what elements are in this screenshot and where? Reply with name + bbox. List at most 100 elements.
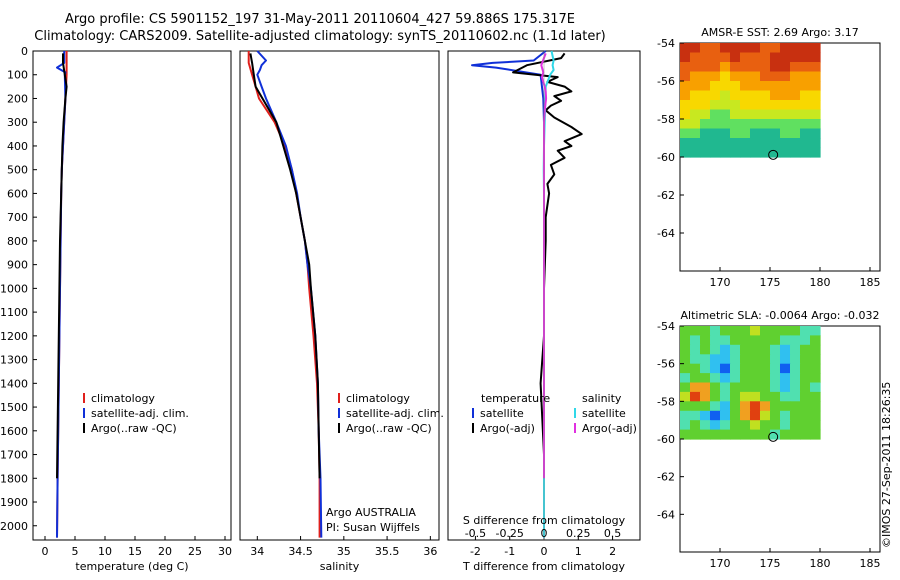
heatmap-cell — [700, 363, 711, 374]
heatmap-cell — [790, 119, 801, 130]
salinity-panel: 34 34.5 35 35.5 36 salinity climatology satelli… — [239, 50, 444, 573]
y-tick-label: 800 — [7, 235, 28, 248]
heatmap-cell — [800, 420, 811, 431]
heatmap-cell — [710, 326, 721, 336]
heatmap-cell — [710, 335, 721, 346]
heatmap-cell — [680, 354, 691, 365]
heatmap-cell — [680, 363, 691, 374]
heatmap-cell — [730, 429, 741, 440]
heatmap-cell — [720, 391, 731, 402]
heatmap-cell — [710, 119, 721, 130]
heatmap-cell — [780, 128, 791, 139]
heatmap-cell — [800, 363, 811, 374]
y-tick-label: -60 — [657, 433, 675, 446]
heatmap-cell — [710, 43, 721, 54]
heatmap-cell — [690, 335, 701, 346]
heatmap-cell — [760, 401, 771, 412]
heatmap-cell — [750, 100, 761, 111]
heatmap-cell — [800, 128, 811, 139]
y-tick-label: 0 — [21, 45, 28, 58]
heatmap-cell — [690, 420, 701, 431]
heatmap-cell — [750, 363, 761, 374]
heatmap-cell — [680, 335, 691, 346]
heatmap-cell — [760, 344, 771, 355]
y-tick-label: -58 — [657, 395, 675, 408]
legend-label: climatology — [91, 392, 155, 405]
heatmap-cell — [810, 109, 821, 120]
heatmap-cell — [750, 335, 761, 346]
heatmap-cell — [760, 109, 771, 120]
heatmap-cell — [810, 90, 821, 101]
heatmap-cell — [740, 326, 751, 336]
heatmap-cell — [680, 119, 691, 130]
heatmap-cell — [760, 420, 771, 431]
heatmap-cell — [710, 344, 721, 355]
heatmap-cell — [770, 119, 781, 130]
heatmap-cell — [740, 138, 751, 149]
heatmap-cell — [760, 429, 771, 440]
heatmap-cell — [800, 52, 811, 63]
heatmap-cell — [680, 147, 691, 158]
legend-label: Argo(..raw -QC) — [346, 422, 432, 435]
heatmap-cell — [740, 119, 751, 130]
heatmap-cell — [800, 326, 811, 336]
heatmap-cell — [780, 62, 791, 73]
heatmap-cell — [790, 326, 801, 336]
heatmap-cell — [780, 382, 791, 393]
heatmap-cell — [750, 119, 761, 130]
x-tick-label: 35.5 — [375, 545, 400, 558]
heatmap-cell — [750, 354, 761, 365]
heatmap-cell — [710, 363, 721, 374]
heatmap-cell — [780, 43, 791, 54]
heatmap-cell — [730, 62, 741, 73]
heatmap-cell — [740, 401, 751, 412]
heatmap-cell — [770, 335, 781, 346]
heatmap-cell — [710, 429, 721, 440]
heatmap-cell — [780, 363, 791, 374]
heatmap-cell — [790, 147, 801, 158]
y-tick-label: 1500 — [0, 401, 28, 414]
heatmap-cell — [730, 100, 741, 111]
heatmap-cell — [780, 52, 791, 63]
heatmap-cell — [690, 119, 701, 130]
heatmap-cell — [700, 354, 711, 365]
heatmap-cell — [680, 109, 691, 120]
heatmap-cell — [770, 109, 781, 120]
heatmap-cell — [810, 119, 821, 130]
heatmap-cell — [690, 100, 701, 111]
heatmap-cell — [690, 410, 701, 421]
heatmap-cell — [810, 128, 821, 139]
heatmap-cell — [740, 354, 751, 365]
heatmap-cell — [750, 391, 761, 402]
heatmap-cell — [710, 52, 721, 63]
x-tick-label: 34.5 — [288, 545, 313, 558]
heatmap-cell — [790, 100, 801, 111]
heatmap-cell — [780, 326, 791, 336]
heatmap-cell — [790, 128, 801, 139]
heatmap-cell — [710, 410, 721, 421]
x-tick-label: 25 — [188, 545, 202, 558]
series-line-argo-raw-qc- — [249, 53, 321, 479]
figure-title-line-1: Argo profile: CS 5901152_197 31-May-2011… — [65, 12, 575, 27]
heatmap-cell — [790, 109, 801, 120]
heatmap-cell — [730, 373, 741, 384]
heatmap-cell — [730, 335, 741, 346]
y-tick-label: -54 — [657, 320, 675, 333]
heatmap-cell — [800, 344, 811, 355]
heatmap-cell — [730, 128, 741, 139]
heatmap-cell — [800, 109, 811, 120]
heatmap-cell — [730, 391, 741, 402]
heatmap-cell — [810, 100, 821, 111]
heatmap-cell — [710, 382, 721, 393]
heatmap-cell — [700, 119, 711, 130]
heatmap-cell — [760, 52, 771, 63]
figure-title-line-2: Climatology: CARS2009. Satellite-adjuste… — [34, 29, 606, 44]
s-axis-label: S difference from climatology — [463, 514, 626, 527]
heatmap-cell — [770, 147, 781, 158]
heatmap-cell — [770, 138, 781, 149]
x-tick-label: 185 — [860, 557, 881, 570]
heatmap-cell — [690, 391, 701, 402]
heatmap-cell — [760, 43, 771, 54]
heatmap-cell — [800, 335, 811, 346]
